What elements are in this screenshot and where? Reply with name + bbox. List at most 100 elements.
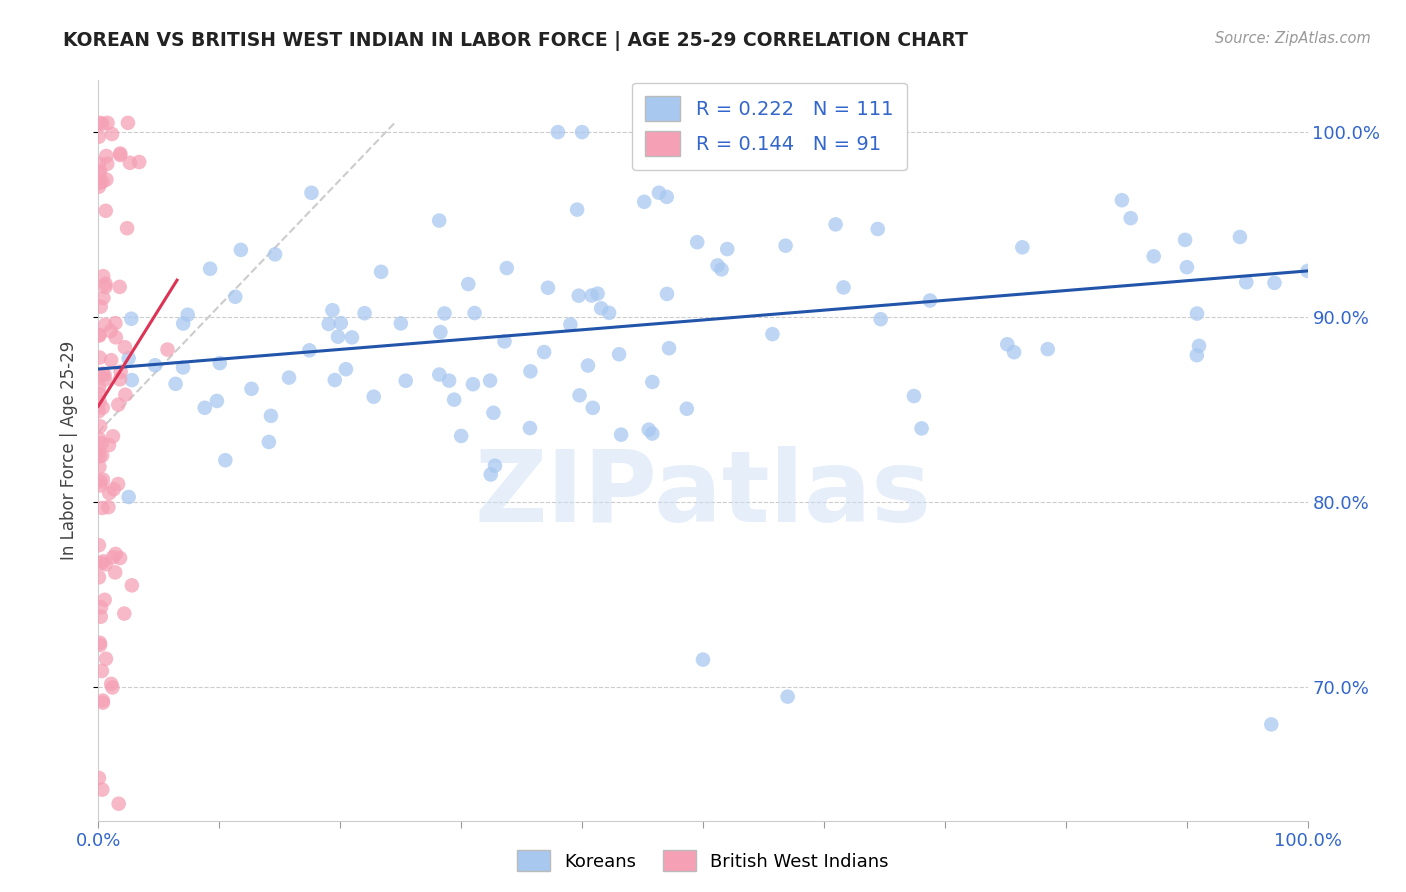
Point xyxy=(87,538,110,552)
Point xyxy=(641,375,664,389)
Point xyxy=(101,681,124,695)
Point xyxy=(301,186,323,200)
Point xyxy=(326,329,349,343)
Point xyxy=(87,771,110,785)
Point xyxy=(107,477,129,491)
Point xyxy=(87,328,110,343)
Point xyxy=(89,419,111,434)
Point xyxy=(591,301,613,316)
Point xyxy=(427,368,450,382)
Point xyxy=(90,609,112,624)
Point xyxy=(208,356,231,370)
Point xyxy=(91,117,114,131)
Point xyxy=(91,693,114,707)
Point xyxy=(118,490,141,504)
Point xyxy=(224,290,246,304)
Point xyxy=(482,406,505,420)
Point xyxy=(479,467,502,482)
Point xyxy=(100,324,122,338)
Point xyxy=(437,374,460,388)
Point xyxy=(298,343,321,358)
Point xyxy=(464,306,486,320)
Point xyxy=(479,374,502,388)
Point xyxy=(1229,230,1251,244)
Point xyxy=(89,328,111,343)
Point xyxy=(1260,717,1282,731)
Point xyxy=(94,280,117,294)
Point xyxy=(323,373,346,387)
Point xyxy=(96,172,118,186)
Point xyxy=(110,146,132,161)
Point xyxy=(318,317,340,331)
Point xyxy=(89,475,111,489)
Point xyxy=(91,175,114,189)
Point xyxy=(495,261,517,276)
Point xyxy=(93,592,115,607)
Point xyxy=(89,638,111,652)
Text: KOREAN VS BRITISH WEST INDIAN IN LABOR FORCE | AGE 25-29 CORRELATION CHART: KOREAN VS BRITISH WEST INDIAN IN LABOR F… xyxy=(63,31,969,51)
Point xyxy=(1119,211,1142,226)
Point xyxy=(91,401,114,415)
Point xyxy=(776,690,799,704)
Point xyxy=(1234,275,1257,289)
Point xyxy=(94,318,117,332)
Point xyxy=(89,387,111,401)
Point xyxy=(633,194,655,209)
Point xyxy=(103,483,125,497)
Point xyxy=(110,365,132,379)
Point xyxy=(321,303,343,318)
Point xyxy=(240,382,263,396)
Point xyxy=(866,222,889,236)
Point xyxy=(93,554,115,568)
Point xyxy=(108,372,131,386)
Point xyxy=(1143,249,1166,263)
Point xyxy=(519,421,541,435)
Point xyxy=(108,148,131,162)
Point xyxy=(832,280,855,294)
Point xyxy=(89,394,111,409)
Point xyxy=(560,318,582,332)
Point xyxy=(461,377,484,392)
Point xyxy=(586,286,609,301)
Point xyxy=(112,607,135,621)
Point xyxy=(89,478,111,492)
Point xyxy=(1296,264,1319,278)
Point xyxy=(94,652,117,666)
Point xyxy=(547,125,569,139)
Point xyxy=(869,312,891,326)
Legend: R = 0.222   N = 111, R = 0.144   N = 91: R = 0.222 N = 111, R = 0.144 N = 91 xyxy=(631,83,907,169)
Point xyxy=(655,190,678,204)
Point xyxy=(775,238,797,252)
Point xyxy=(94,372,117,386)
Point xyxy=(329,316,352,330)
Point xyxy=(89,449,111,463)
Point xyxy=(98,486,121,500)
Point xyxy=(824,218,846,232)
Point xyxy=(910,421,932,435)
Point xyxy=(87,157,110,171)
Point xyxy=(565,202,588,217)
Point xyxy=(706,259,728,273)
Point xyxy=(395,374,418,388)
Point xyxy=(101,550,124,565)
Point xyxy=(87,129,110,144)
Point xyxy=(114,340,136,354)
Point xyxy=(1002,345,1025,359)
Point xyxy=(87,179,110,194)
Text: Source: ZipAtlas.com: Source: ZipAtlas.com xyxy=(1215,31,1371,46)
Point xyxy=(177,308,200,322)
Point xyxy=(108,551,131,566)
Point xyxy=(581,288,603,302)
Point xyxy=(457,277,479,291)
Point xyxy=(389,317,412,331)
Point xyxy=(995,337,1018,351)
Point xyxy=(118,156,141,170)
Point xyxy=(278,370,301,384)
Point xyxy=(98,438,121,452)
Point xyxy=(363,390,385,404)
Legend: Koreans, British West Indians: Koreans, British West Indians xyxy=(510,843,896,879)
Point xyxy=(87,432,110,446)
Point xyxy=(89,636,111,650)
Point xyxy=(692,652,714,666)
Point xyxy=(710,262,733,277)
